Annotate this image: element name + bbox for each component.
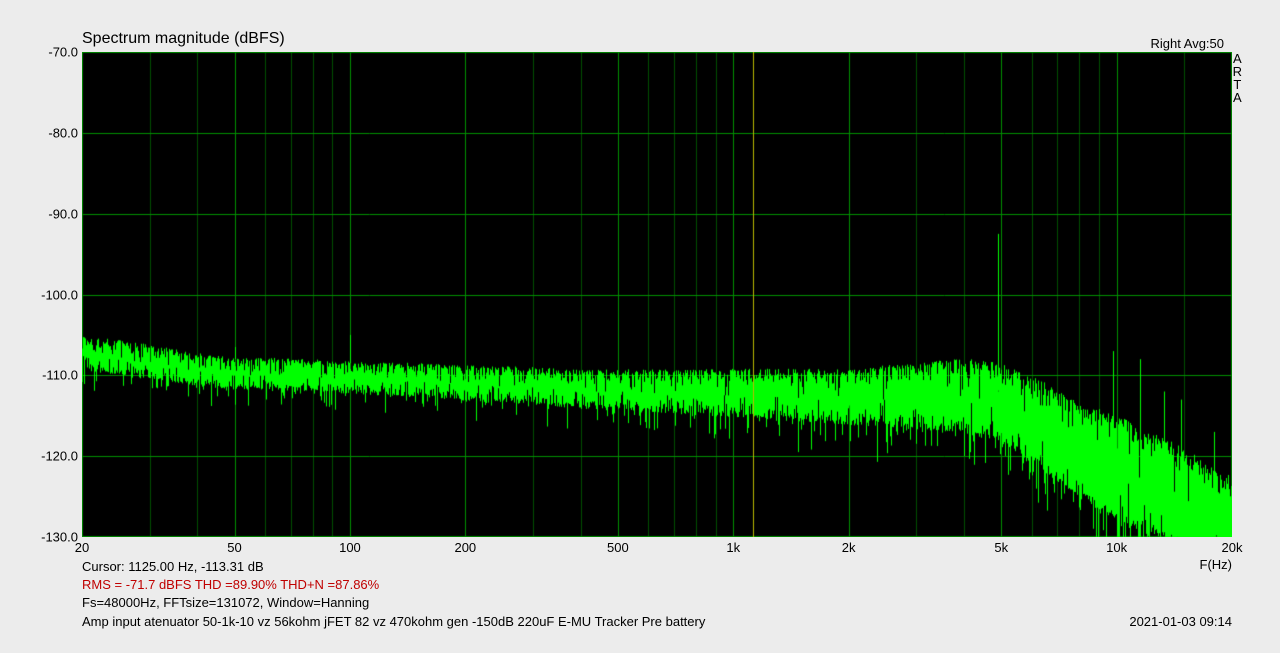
x-tick-label: 50 xyxy=(227,540,241,555)
spectrum-canvas[interactable] xyxy=(82,52,1232,537)
y-tick-label: -70.0 xyxy=(18,45,78,60)
cursor-readout: Cursor: 1125.00 Hz, -113.31 dB xyxy=(82,558,705,576)
y-tick-label: -130.0 xyxy=(18,530,78,545)
y-tick-label: -80.0 xyxy=(18,125,78,140)
x-tick-label: 2k xyxy=(842,540,856,555)
x-tick-label: 5k xyxy=(994,540,1008,555)
timestamp: 2021-01-03 09:14 xyxy=(1129,614,1232,629)
x-tick-label: 500 xyxy=(607,540,629,555)
y-tick-label: -120.0 xyxy=(18,449,78,464)
y-tick-label: -100.0 xyxy=(18,287,78,302)
x-axis-label: F(Hz) xyxy=(1200,557,1233,572)
x-tick-label: 200 xyxy=(454,540,476,555)
x-tick-label: 20 xyxy=(75,540,89,555)
chart-title: Spectrum magnitude (dBFS) xyxy=(82,30,285,48)
plot-area[interactable] xyxy=(82,52,1232,537)
y-tick-label: -90.0 xyxy=(18,206,78,221)
rms-readout: RMS = -71.7 dBFS THD =89.90% THD+N =87.8… xyxy=(82,576,705,594)
description-line: Amp input atenuator 50-1k-10 vz 56kohm j… xyxy=(82,613,705,631)
x-tick-label: 20k xyxy=(1222,540,1243,555)
x-tick-label: 10k xyxy=(1106,540,1127,555)
fs-readout: Fs=48000Hz, FFTsize=131072, Window=Hanni… xyxy=(82,594,705,612)
x-tick-label: 1k xyxy=(726,540,740,555)
avg-label: Right Avg:50 xyxy=(1151,36,1224,51)
footer-block: Cursor: 1125.00 Hz, -113.31 dB RMS = -71… xyxy=(82,558,705,631)
x-tick-label: 100 xyxy=(339,540,361,555)
spectrum-window: Spectrum magnitude (dBFS) Right Avg:50 A… xyxy=(0,0,1280,653)
y-tick-label: -110.0 xyxy=(18,368,78,383)
arta-watermark: ARTA xyxy=(1233,52,1242,104)
